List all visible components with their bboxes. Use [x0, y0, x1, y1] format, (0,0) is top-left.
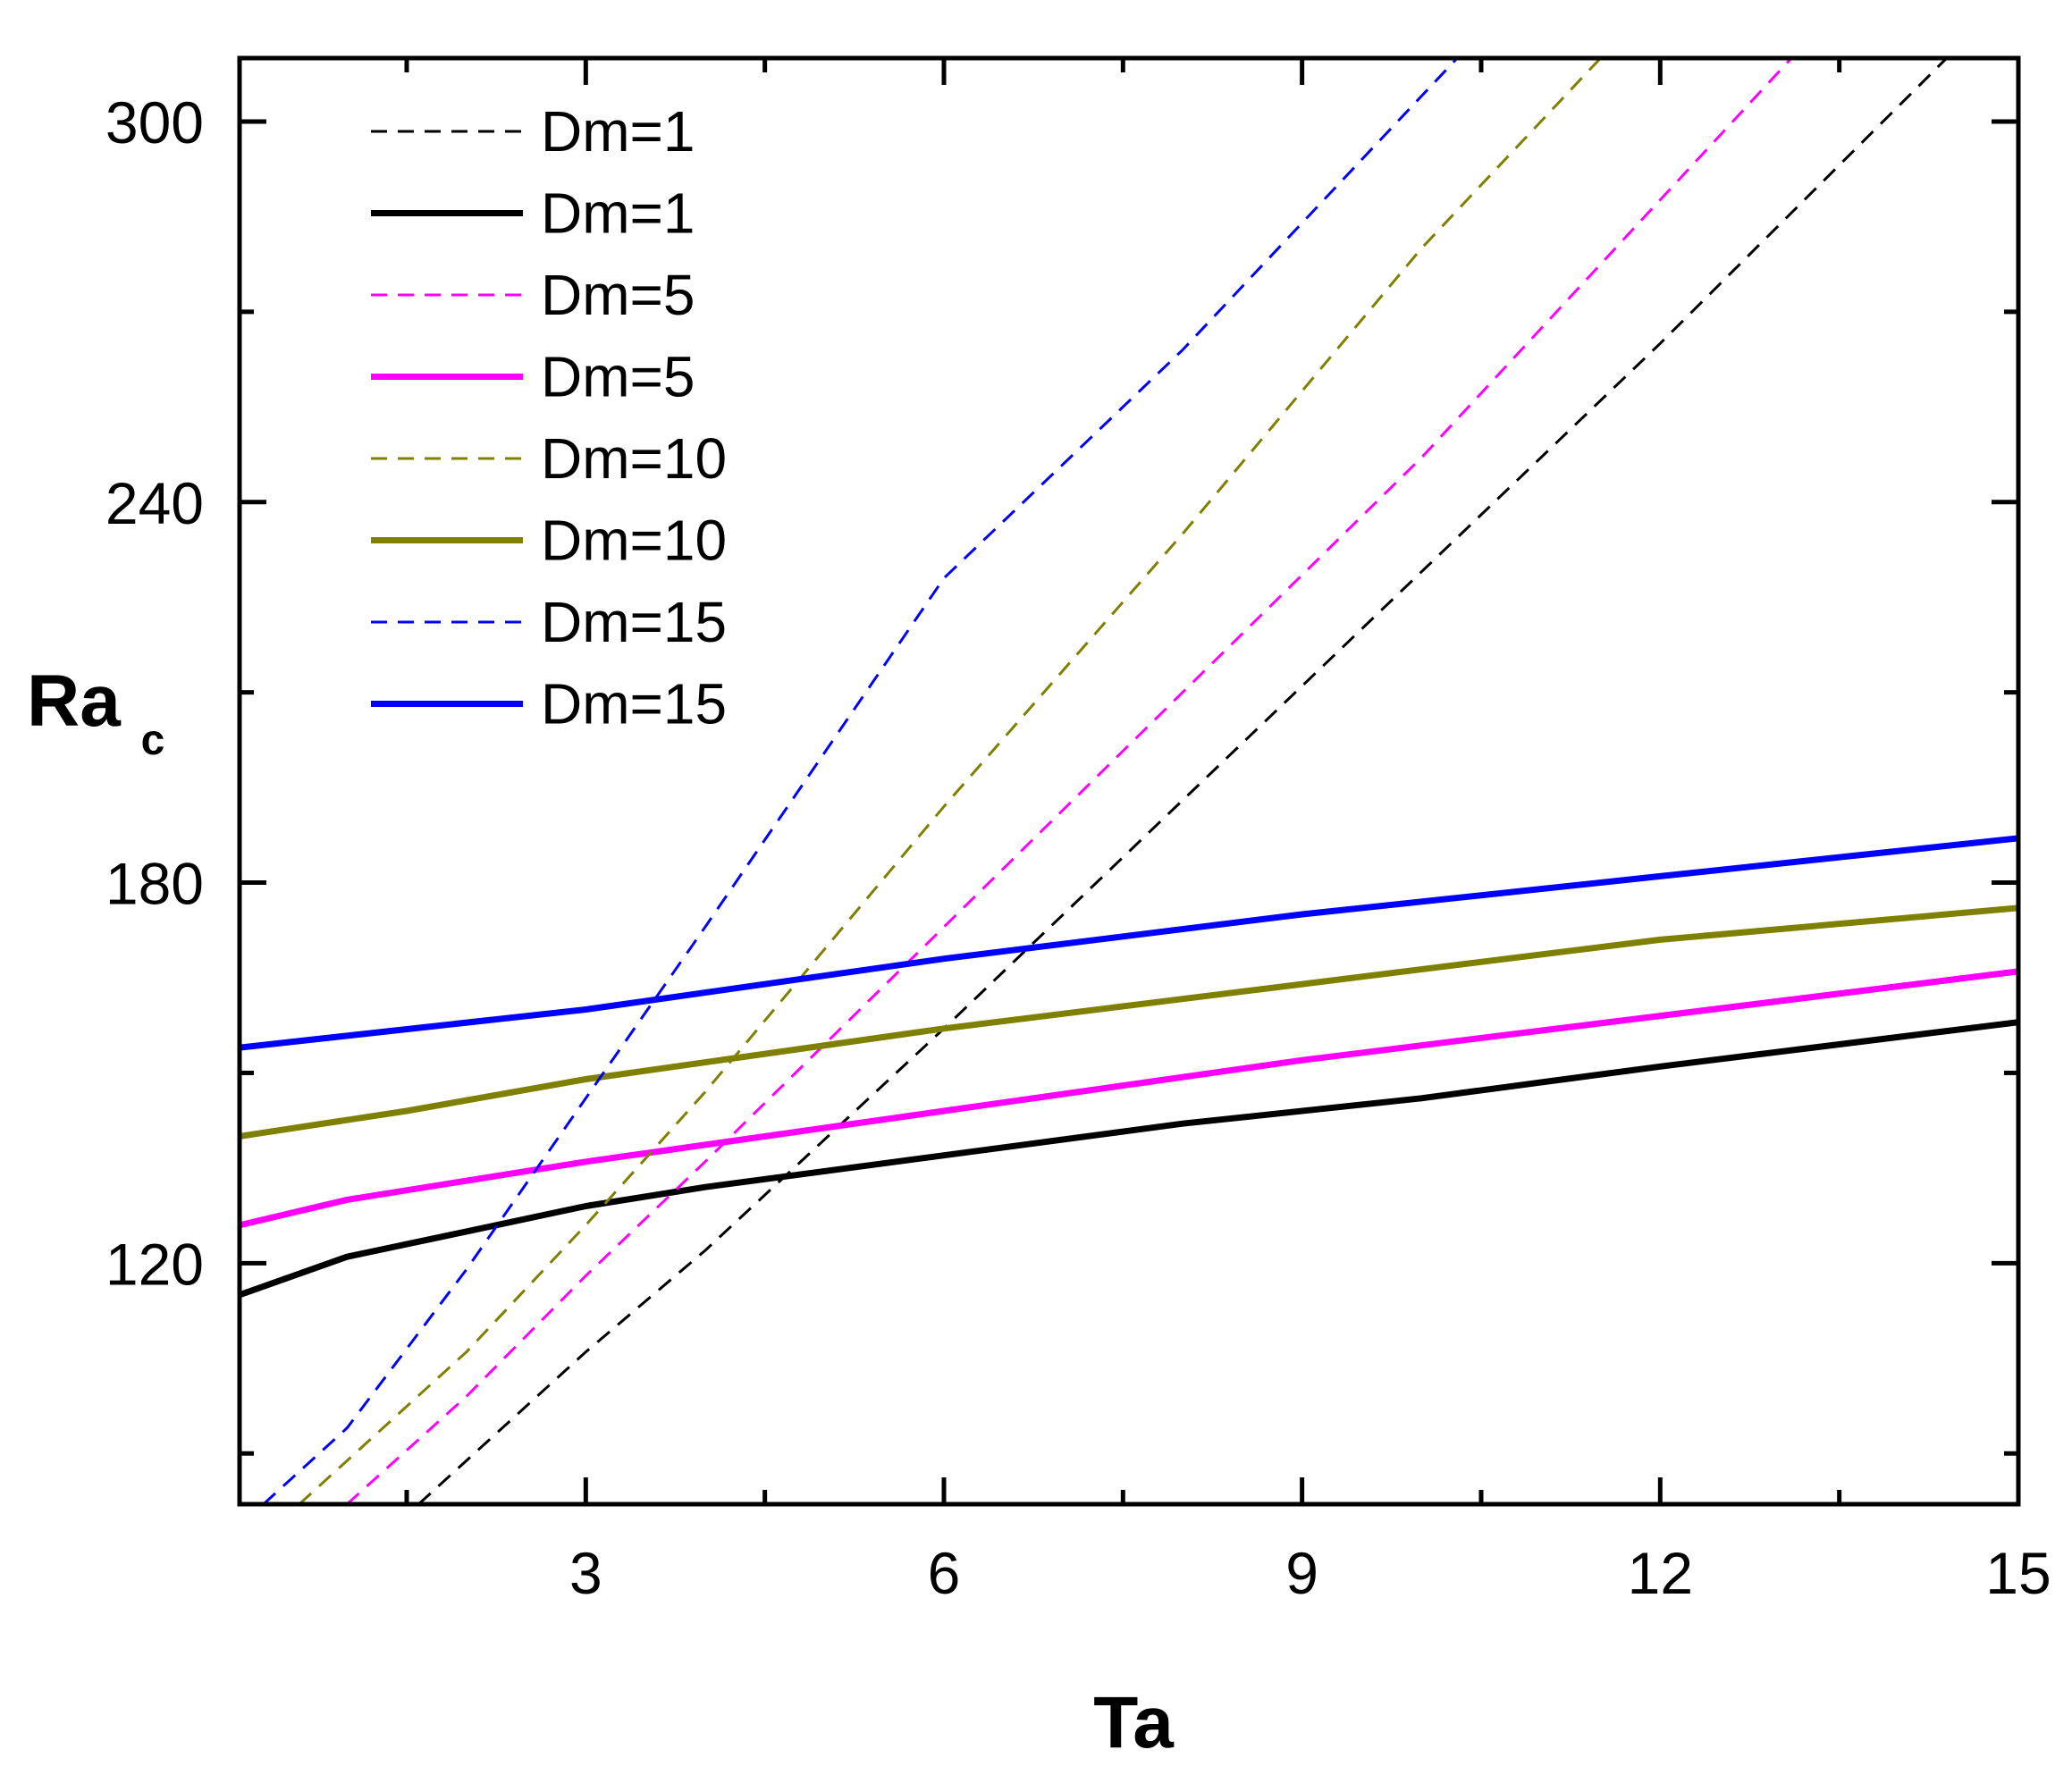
legend-label: Dm=5	[541, 345, 695, 409]
x-tick-label: 6	[928, 1540, 961, 1606]
x-tick-label: 12	[1628, 1540, 1693, 1606]
y-tick-label: 120	[105, 1231, 204, 1297]
y-tick-label: 240	[105, 470, 204, 536]
x-tick-label: 9	[1285, 1540, 1318, 1606]
legend-label: Dm=10	[541, 509, 727, 573]
series-line-dm-10-dashed	[298, 58, 1602, 1504]
series-line-dm-15-dashed	[262, 58, 1459, 1504]
legend-label: Dm=1	[541, 181, 695, 246]
series-line-dm-1-solid	[240, 1019, 2018, 1299]
legend-label: Dm=10	[541, 426, 727, 491]
series-line-dm-5-dashed	[346, 58, 1793, 1504]
series-line-dm-1-dashed	[417, 58, 1948, 1504]
x-axis-title: Ta	[1093, 1682, 1175, 1763]
x-tick-label: 15	[1985, 1540, 2051, 1606]
axis-ticks	[240, 58, 2021, 1504]
series-line-dm-5-solid	[240, 968, 2018, 1229]
legend-label: Dm=1	[541, 99, 695, 164]
legend-label: Dm=15	[541, 590, 727, 654]
legend-label: Dm=15	[541, 672, 727, 736]
y-axis-title-subscript: c	[141, 717, 165, 764]
y-axis-title: Ra c	[27, 660, 164, 764]
y-axis-title-main: Ra	[27, 660, 122, 742]
legend-label: Dm=5	[541, 263, 695, 327]
y-tick-label: 180	[105, 851, 204, 917]
legend: Dm=1 Dm=1 Dm=5 Dm=5 Dm=10 Dm=10 Dm=15 Dm=15	[371, 99, 727, 736]
plot-lines	[240, 58, 2018, 1504]
tick-labels: 3 6 9 12 15 120 180 240 300	[105, 89, 2051, 1606]
series-line-dm-10-solid	[240, 904, 2018, 1140]
x-tick-label: 3	[569, 1540, 602, 1606]
y-tick-label: 300	[105, 89, 204, 156]
plot-frame	[237, 55, 2021, 1507]
series-line-dm-15-solid	[240, 835, 2018, 1051]
